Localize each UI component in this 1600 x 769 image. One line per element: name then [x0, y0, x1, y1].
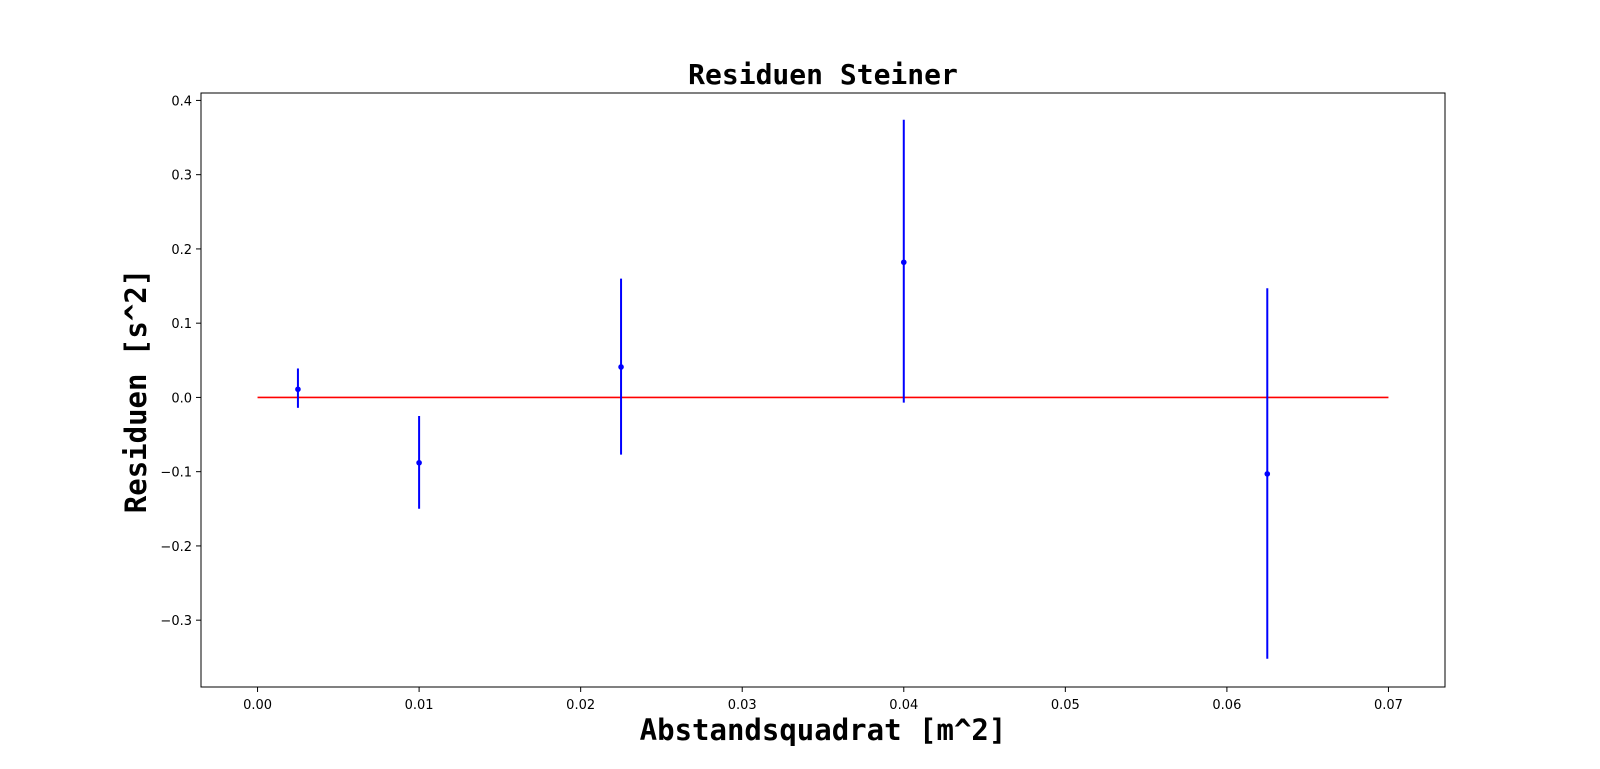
x-axis-title: Abstandsquadrat [m^2] [640, 713, 1007, 747]
data-point-group [900, 119, 907, 403]
data-point [416, 459, 422, 466]
y-tick-label: 0.1 [171, 317, 192, 332]
plot-area [257, 119, 1389, 659]
y-tick-label: 0.3 [171, 169, 192, 184]
y-axis: −0.3 −0.2 −0.1 0.0 0.1 0.2 0.3 0.4 [160, 94, 201, 629]
x-tick-label: 0.07 [1374, 698, 1403, 713]
data-point-group [618, 278, 624, 455]
x-tick-label: 0.05 [1051, 698, 1080, 713]
x-tick-label: 0.04 [889, 698, 918, 713]
x-tick-label: 0.03 [728, 698, 757, 713]
y-tick-label: −0.3 [160, 614, 192, 629]
data-point [618, 364, 624, 370]
x-tick-label: 0.00 [243, 698, 272, 713]
y-tick-label: 0.0 [171, 391, 192, 406]
data-point [1264, 471, 1271, 477]
y-tick-label: 0.4 [171, 94, 192, 109]
y-tick-label: 0.2 [171, 243, 192, 258]
y-axis-title: Residuen [s^2] [119, 269, 153, 513]
x-axis: 0.00 0.01 0.02 0.03 0.04 0.05 0.06 0.07 [243, 687, 1403, 713]
data-point-group [295, 368, 301, 408]
axes-frame [200, 92, 1446, 688]
x-tick-label: 0.01 [405, 698, 434, 713]
data-point [295, 386, 301, 393]
data-point-group [1264, 288, 1271, 659]
data-point-group [416, 415, 422, 509]
data-point [900, 259, 907, 266]
x-tick-label: 0.06 [1212, 698, 1241, 713]
y-tick-label: −0.2 [160, 540, 192, 555]
x-tick-label: 0.02 [566, 698, 595, 713]
chart-title: Residuen Steiner [688, 58, 958, 91]
y-tick-label: −0.1 [160, 466, 192, 481]
